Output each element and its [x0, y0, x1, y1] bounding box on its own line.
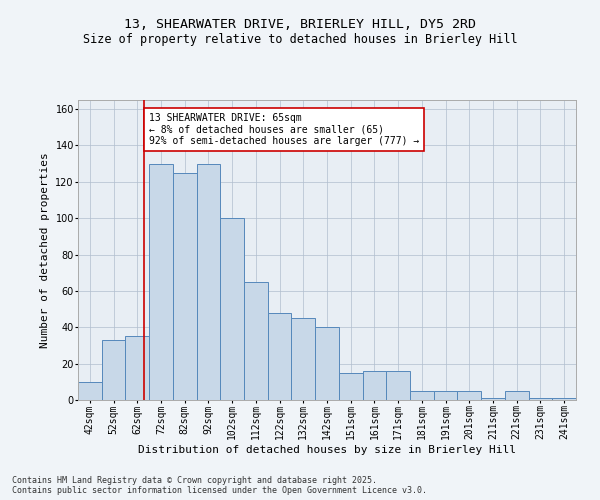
Bar	[292, 318, 315, 400]
Bar	[410, 391, 434, 400]
Bar	[102, 340, 125, 400]
Bar	[78, 382, 102, 400]
Bar	[244, 282, 268, 400]
Text: Contains HM Land Registry data © Crown copyright and database right 2025.
Contai: Contains HM Land Registry data © Crown c…	[12, 476, 427, 495]
Bar	[268, 312, 292, 400]
X-axis label: Distribution of detached houses by size in Brierley Hill: Distribution of detached houses by size …	[138, 445, 516, 455]
Bar	[505, 391, 529, 400]
Bar	[362, 371, 386, 400]
Bar	[552, 398, 576, 400]
Bar	[173, 172, 197, 400]
Bar	[197, 164, 220, 400]
Bar	[481, 398, 505, 400]
Bar	[529, 398, 552, 400]
Text: Size of property relative to detached houses in Brierley Hill: Size of property relative to detached ho…	[83, 32, 517, 46]
Bar	[149, 164, 173, 400]
Text: 13 SHEARWATER DRIVE: 65sqm
← 8% of detached houses are smaller (65)
92% of semi-: 13 SHEARWATER DRIVE: 65sqm ← 8% of detac…	[149, 112, 419, 146]
Bar	[339, 372, 362, 400]
Bar	[125, 336, 149, 400]
Bar	[315, 328, 339, 400]
Y-axis label: Number of detached properties: Number of detached properties	[40, 152, 50, 348]
Bar	[386, 371, 410, 400]
Text: 13, SHEARWATER DRIVE, BRIERLEY HILL, DY5 2RD: 13, SHEARWATER DRIVE, BRIERLEY HILL, DY5…	[124, 18, 476, 30]
Bar	[457, 391, 481, 400]
Bar	[434, 391, 457, 400]
Bar	[220, 218, 244, 400]
